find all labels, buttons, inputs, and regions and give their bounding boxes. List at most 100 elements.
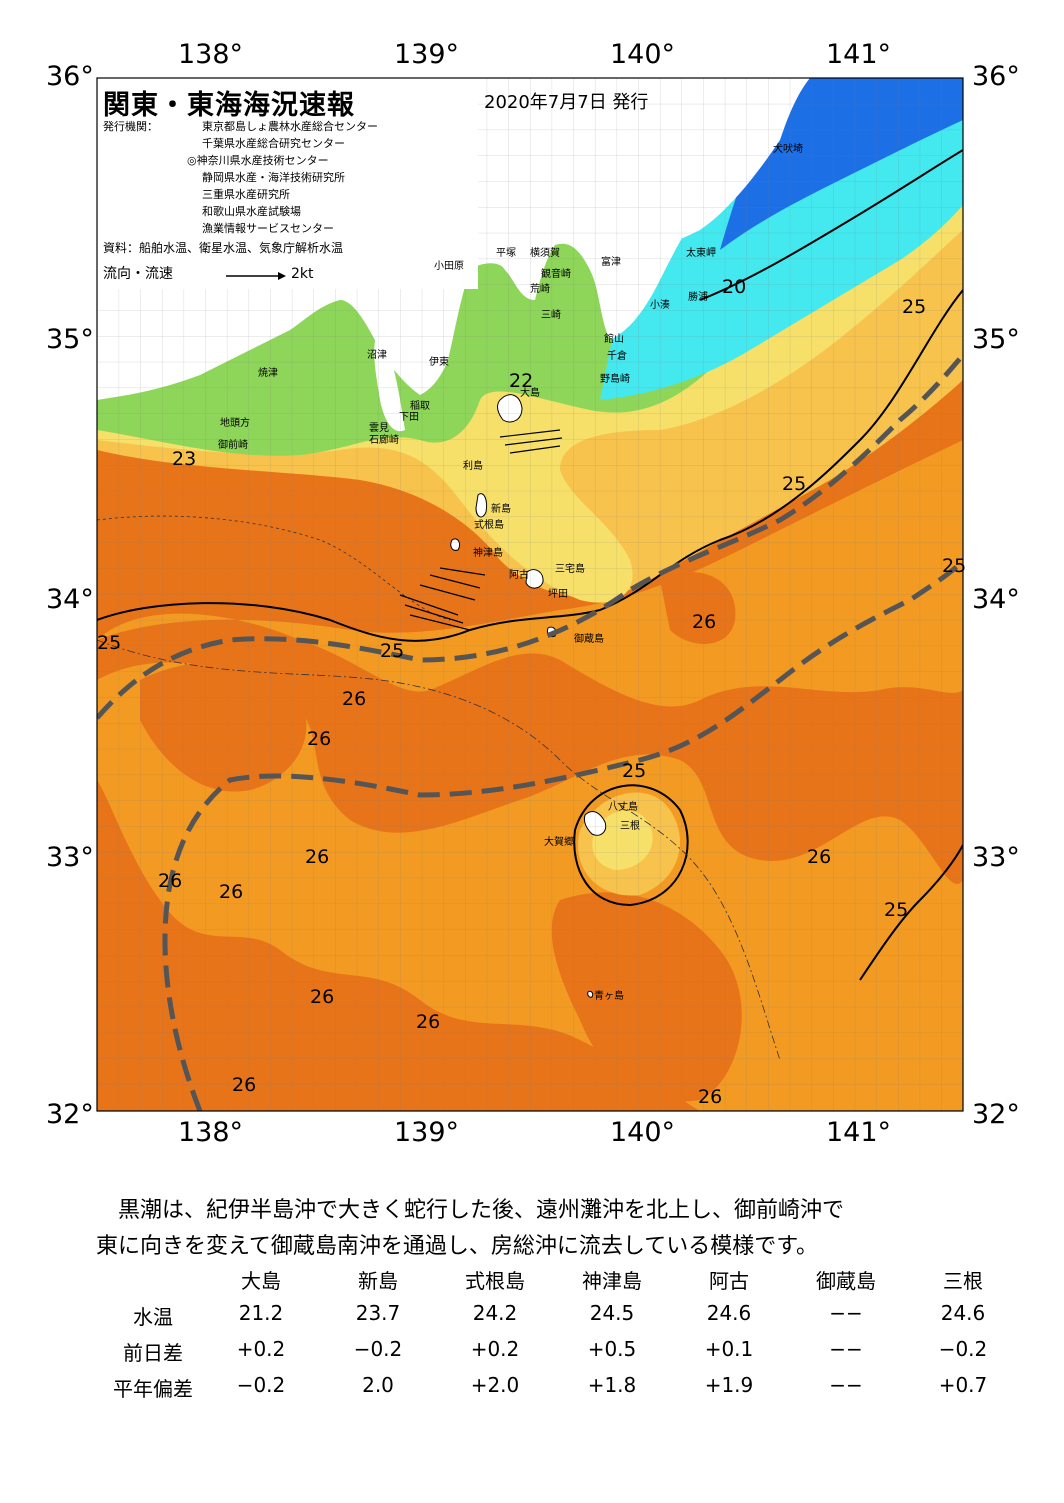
place-futtsu: 富津 (601, 257, 621, 268)
lon-label-bottom-140: 140° (610, 1117, 676, 1148)
lat-label-left-32: 32° (46, 1099, 94, 1130)
column-header: 大島 (241, 1269, 281, 1293)
isotherm-20 (699, 149, 963, 301)
lat-label-right-32: 32° (972, 1099, 1020, 1130)
place-shimoda: 下田 (399, 412, 419, 423)
summary-line-1: 黒潮は、紀伊半島沖で大きく蛇行した後、遠州灘沖を北上し、御前崎沖で (118, 1198, 845, 1223)
current-legend-arrowhead (278, 272, 286, 280)
agency-7: 漁業情報サービスセンター (202, 222, 334, 235)
table-cell: 2.0 (362, 1373, 394, 1397)
current-legend-scale: 2kt (291, 266, 314, 282)
temp-label: 25 (782, 473, 807, 495)
place-tateyama: 館山 (604, 334, 624, 345)
lat-label-right-36: 36° (972, 61, 1020, 92)
place-katsuura: 勝浦 (688, 292, 708, 303)
agency-2: 千葉県水産総合研究センター (202, 137, 345, 150)
lon-label-bottom-139: 139° (394, 1117, 460, 1148)
place-aogashima: 青ヶ島 (594, 991, 624, 1002)
temp-label: 25 (97, 632, 122, 654)
table-cell: 24.2 (472, 1301, 518, 1325)
table-cell: −0.2 (236, 1373, 286, 1397)
place-numazu: 沼津 (367, 350, 387, 361)
column-header: 式根島 (465, 1269, 525, 1293)
agency-5: 三重県水産研究所 (202, 188, 290, 201)
place-inatori: 稲取 (410, 401, 430, 412)
temp-label: 26 (219, 881, 244, 903)
agency-1: 東京都島しょ農林水産総合センター (202, 120, 378, 133)
lon-label-top-138: 138° (178, 39, 244, 70)
place-tsubota: 坪田 (548, 589, 568, 600)
place-inubosaki: 犬吠埼 (773, 144, 803, 155)
temp-label: 26 (232, 1074, 257, 1096)
isobath-1000 (97, 639, 781, 1061)
agency-4: 静岡県水産・海洋技術研究所 (202, 171, 345, 184)
column-header: 阿古 (709, 1269, 749, 1293)
lat-label-left-34: 34° (46, 584, 94, 615)
kuroshio-path-outer (162, 558, 963, 1111)
place-miyakejima: 三宅島 (555, 564, 585, 575)
table-cell: +1.9 (704, 1373, 754, 1397)
lon-label-top-141: 141° (826, 39, 892, 70)
lat-label-left-33: 33° (46, 842, 94, 873)
row-header: 平年偏差 (113, 1377, 193, 1401)
place-hachijojima: 八丈島 (608, 802, 638, 813)
place-okago: 大賀郷 (544, 837, 574, 848)
current-vectors (399, 429, 563, 631)
place-misaki: 三崎 (541, 310, 561, 321)
column-header: 三根 (943, 1269, 983, 1293)
table-cell: 24.6 (706, 1301, 752, 1325)
temp-label: 26 (807, 846, 832, 868)
place-kannonzaki: 観音崎 (541, 269, 571, 280)
temp-label: 23 (172, 448, 197, 470)
table-cell: −− (829, 1301, 863, 1325)
column-header: 神津島 (582, 1269, 642, 1293)
place-kozushima: 神津島 (473, 548, 503, 559)
table-cell: 24.5 (589, 1301, 635, 1325)
place-hiratsuka: 平塚 (496, 248, 516, 259)
lat-label-right-34: 34° (972, 584, 1020, 615)
agency-6: 和歌山県水産試験場 (202, 205, 301, 218)
table-cell: +0.5 (587, 1337, 637, 1361)
isotherm-25-north (97, 289, 963, 642)
column-header: 新島 (358, 1269, 398, 1293)
lat-label-right-35: 35° (972, 324, 1020, 355)
current-legend-label: 流向・流速 (103, 266, 173, 282)
place-odawara: 小田原 (434, 261, 464, 272)
table-cell: 21.2 (238, 1301, 284, 1325)
lat-label-left-35: 35° (46, 324, 94, 355)
temp-label: 25 (884, 899, 909, 921)
temp-label: 25 (622, 760, 647, 782)
temp-label: 25 (902, 296, 927, 318)
temp-label: 26 (158, 870, 183, 892)
lon-label-bottom-138: 138° (178, 1117, 244, 1148)
place-taitomisaki: 太東岬 (686, 248, 716, 259)
temp-label: 25 (380, 640, 405, 662)
isotherm-25-east (859, 844, 963, 981)
temp-label: 26 (342, 688, 367, 710)
report-title: 関東・東海海況速報 (103, 90, 355, 121)
place-shikinejima: 式根島 (474, 520, 504, 531)
temp-label: 25 (942, 555, 967, 577)
lon-label-top-140: 140° (610, 39, 676, 70)
agency-3: ◎神奈川県水産技術センター (187, 154, 329, 167)
place-oshima: 大島 (520, 388, 540, 399)
place-toshima: 利島 (463, 461, 483, 472)
table-cell: +0.2 (236, 1337, 286, 1361)
table-cell: +2.0 (470, 1373, 520, 1397)
row-header: 水温 (133, 1305, 173, 1329)
place-kumomi: 雲見 (369, 423, 389, 434)
temp-label: 26 (416, 1011, 441, 1033)
kuroshio-axis (97, 353, 963, 1111)
issue-date: 2020年7月7日 発行 (484, 92, 649, 113)
place-ito: 伊東 (429, 357, 449, 368)
map-frame (96, 77, 964, 1112)
place-nojimazaki: 野島崎 (600, 374, 630, 385)
lon-label-top-139: 139° (394, 39, 460, 70)
table-cell: 23.7 (355, 1301, 401, 1325)
place-irozaki: 石廊崎 (369, 435, 399, 446)
table-cell: −0.2 (353, 1337, 403, 1361)
temp-label: 26 (310, 986, 335, 1008)
kuroshio-path-inner (97, 353, 963, 720)
temp-label: 26 (698, 1086, 723, 1108)
